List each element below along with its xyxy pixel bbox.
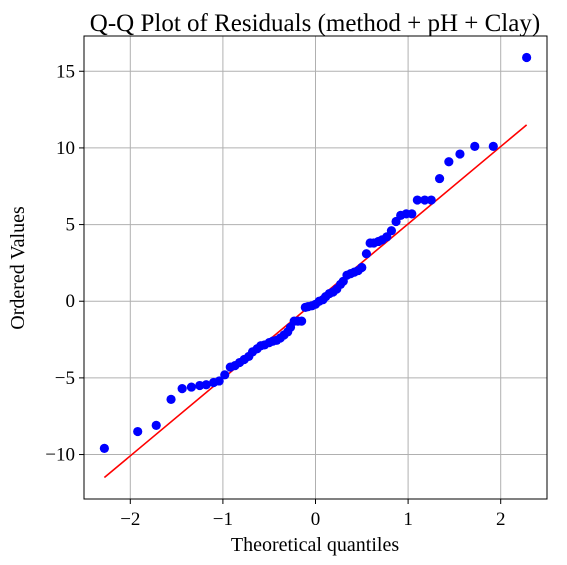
data-point [407, 209, 417, 219]
x-tick-label: −1 [213, 509, 233, 530]
y-tick-label: −5 [55, 368, 75, 389]
data-points [99, 52, 532, 454]
data-point [420, 195, 430, 205]
y-tick-label: 15 [56, 61, 75, 82]
y-tick-label: 0 [66, 291, 76, 312]
data-point [201, 380, 211, 390]
data-point [386, 226, 397, 236]
data-point [357, 262, 367, 273]
y-tick-label: 10 [56, 138, 75, 159]
grid-lines [84, 36, 547, 499]
x-tick-label: 2 [496, 509, 506, 530]
data-point [133, 426, 143, 437]
data-point [297, 316, 307, 326]
data-point [522, 52, 532, 63]
data-point [444, 157, 454, 167]
data-point [220, 370, 230, 380]
data-point [426, 195, 436, 205]
data-point [434, 173, 445, 184]
data-point [361, 249, 372, 259]
y-axis-label: Ordered Values [7, 206, 29, 330]
data-point [186, 382, 197, 392]
x-tick-label: 0 [311, 509, 321, 530]
data-point [488, 141, 498, 151]
x-tick-label: 1 [403, 509, 413, 530]
data-point [166, 394, 176, 404]
data-point [214, 376, 224, 386]
data-point [151, 420, 161, 431]
data-point [177, 384, 187, 394]
y-tick-label: 5 [66, 215, 76, 236]
data-point [455, 149, 465, 159]
chart-title: Q-Q Plot of Residuals (method + pH + Cla… [90, 10, 540, 37]
x-tick-label: −2 [120, 509, 140, 530]
y-tick-label: −10 [45, 445, 75, 466]
data-point [99, 443, 109, 454]
data-point [470, 141, 480, 151]
data-point [412, 195, 422, 205]
x-axis-label: Theoretical quantiles [231, 534, 399, 556]
